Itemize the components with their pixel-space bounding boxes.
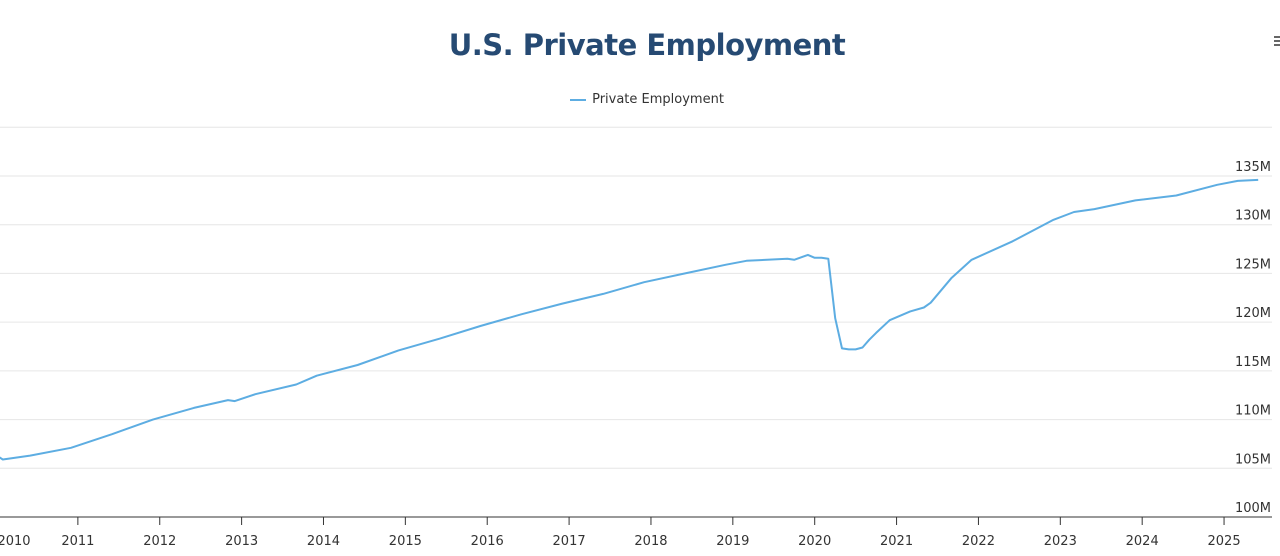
x-tick-label: 2019 [716,534,749,549]
y-tick-label: 100M [1235,501,1271,516]
y-tick-label: 115M [1235,355,1271,370]
x-tick-label: 2016 [471,534,504,549]
y-tick-label: 105M [1235,452,1271,467]
series-line-private-employment [0,178,1259,461]
hamburger-icon[interactable] [1274,34,1280,50]
x-tick-label: 2015 [389,534,422,549]
legend-label: Private Employment [592,92,724,107]
x-tick-label: 2023 [1044,534,1077,549]
x-tick-label: 2025 [1208,534,1241,549]
x-tick-label: 2014 [307,534,340,549]
x-tick-label: 2018 [634,534,667,549]
legend[interactable]: Private Employment [0,92,1280,107]
x-tick-label: 2020 [798,534,831,549]
chart-title: U.S. Private Employment [448,28,846,62]
y-tick-label: 135M [1235,160,1271,175]
y-tick-label: 110M [1235,404,1271,419]
legend-swatch [570,98,587,101]
x-tick-label: 2017 [553,534,586,549]
x-tick-label: 2011 [61,534,94,549]
x-tick-label: 2024 [1126,534,1159,549]
y-tick-label: 130M [1235,209,1271,224]
x-tick-label: 2021 [880,534,913,549]
x-tick-label: 2010 [0,534,31,549]
x-tick-label: 2012 [143,534,176,549]
y-tick-label: 125M [1235,257,1271,272]
x-tick-label: 2013 [225,534,258,549]
y-tick-label: 120M [1235,306,1271,321]
x-tick-label: 2022 [962,534,995,549]
